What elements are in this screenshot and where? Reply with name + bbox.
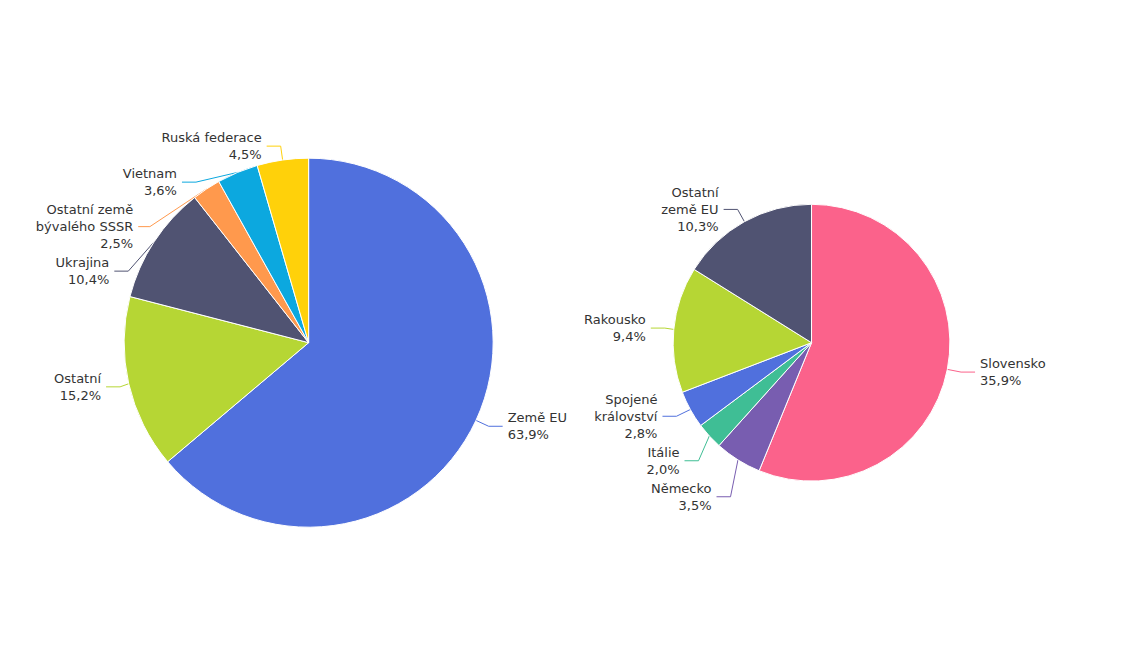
svg-text:63,9%: 63,9% xyxy=(508,427,549,442)
svg-text:Ostatní: Ostatní xyxy=(672,185,719,200)
svg-text:2,0%: 2,0% xyxy=(646,462,679,477)
svg-text:království: království xyxy=(594,409,658,424)
svg-text:Ukrajina: Ukrajina xyxy=(56,255,110,270)
svg-text:9,4%: 9,4% xyxy=(613,329,646,344)
svg-text:Ostatní země: Ostatní země xyxy=(47,202,134,217)
svg-text:země EU: země EU xyxy=(661,202,718,217)
svg-text:Ruská federace: Ruská federace xyxy=(162,130,262,145)
svg-text:Slovensko: Slovensko xyxy=(980,356,1046,371)
svg-text:Země EU: Země EU xyxy=(508,410,567,425)
svg-text:Německo: Německo xyxy=(651,481,712,496)
svg-text:10,4%: 10,4% xyxy=(68,272,109,287)
svg-text:35,9%: 35,9% xyxy=(980,373,1021,388)
svg-text:2,8%: 2,8% xyxy=(624,426,657,441)
svg-text:15,2%: 15,2% xyxy=(60,388,101,403)
svg-text:Itálie: Itálie xyxy=(647,445,679,460)
svg-text:Rakousko: Rakousko xyxy=(584,312,646,327)
svg-text:3,5%: 3,5% xyxy=(678,498,711,513)
svg-text:4,5%: 4,5% xyxy=(229,147,262,162)
svg-text:bývalého SSSR: bývalého SSSR xyxy=(36,219,133,234)
svg-text:Ostatní: Ostatní xyxy=(54,371,101,386)
svg-text:Vietnam: Vietnam xyxy=(123,166,177,181)
svg-text:3,6%: 3,6% xyxy=(144,183,177,198)
svg-text:Spojené: Spojené xyxy=(605,392,657,407)
svg-text:2,5%: 2,5% xyxy=(100,236,133,251)
svg-text:10,3%: 10,3% xyxy=(677,219,718,234)
